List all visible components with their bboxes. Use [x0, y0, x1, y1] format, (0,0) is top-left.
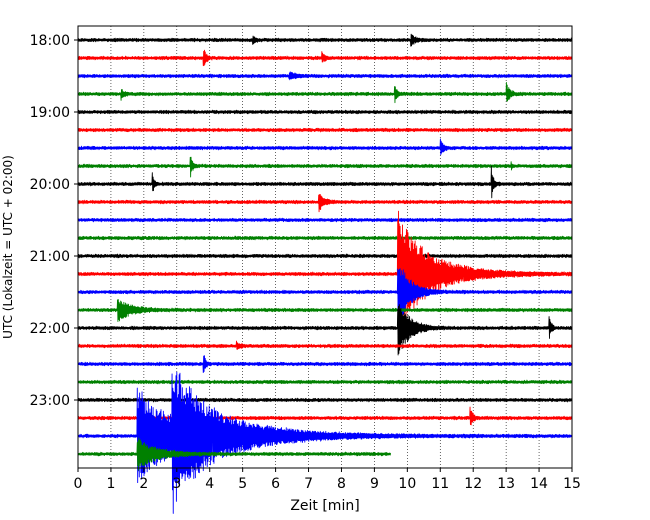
trace-row-14	[77, 268, 573, 327]
trace-row-1	[77, 49, 573, 67]
trace-row-2	[77, 71, 573, 81]
trace-row-20	[77, 397, 573, 403]
x-tick-label: 12	[464, 476, 482, 492]
x-tick-label: 11	[431, 476, 449, 492]
y-tick-label: 23:00	[30, 393, 70, 409]
trace-row-18	[77, 355, 573, 373]
trace-row-13	[77, 210, 573, 325]
trace-row-6	[77, 138, 573, 156]
plot-frame	[77, 25, 573, 469]
y-tick-label: 22:00	[30, 321, 70, 337]
trace-row-0	[77, 33, 573, 47]
trace-row-9	[77, 194, 573, 213]
x-axis-ticks: 0 1 2 3 4 5 6 7 8 9 10 11 12 13 14 15	[74, 468, 581, 492]
trace-row-11	[77, 235, 573, 241]
y-tick-label: 20:00	[30, 177, 70, 193]
x-tick-label: 0	[74, 476, 83, 492]
y-axis-label: UTC (Lokalzeit = UTC + 02:00)	[1, 155, 15, 339]
y-axis-ticks: 18:00 19:00 20:00 21:00 22:00 23:00	[30, 33, 78, 409]
x-tick-label: 2	[139, 476, 148, 492]
x-tick-label: 8	[337, 476, 346, 492]
trace-row-19	[77, 379, 573, 385]
x-tick-label: 7	[304, 476, 313, 492]
x-axis-label: Zeit [min]	[290, 498, 359, 514]
trace-row-16	[77, 304, 573, 356]
y-tick-label: 21:00	[30, 249, 70, 265]
x-tick-label: 1	[106, 476, 115, 492]
trace-row-10	[77, 217, 573, 223]
x-tick-label: 3	[172, 476, 181, 492]
x-tick-label: 15	[563, 476, 581, 492]
trace-row-23	[77, 437, 392, 471]
seismogram-traces	[77, 33, 573, 514]
trace-row-4	[77, 109, 573, 115]
trace-row-12	[77, 253, 573, 259]
y-tick-label: 18:00	[30, 33, 70, 49]
trace-row-3	[77, 82, 573, 104]
trace-row-17	[77, 340, 573, 350]
trace-row-22	[77, 371, 573, 514]
trace-row-8	[77, 165, 573, 199]
x-tick-label: 5	[238, 476, 247, 492]
trace-row-5	[77, 127, 573, 133]
x-tick-label: 13	[497, 476, 515, 492]
trace-row-7	[77, 156, 573, 178]
x-tick-label: 6	[271, 476, 280, 492]
trace-row-15	[77, 299, 573, 322]
x-tick-label: 10	[398, 476, 416, 492]
x-tick-label: 4	[205, 476, 214, 492]
x-tick-label: 14	[530, 476, 548, 492]
x-tick-label: 9	[370, 476, 379, 492]
y-tick-label: 19:00	[30, 105, 70, 121]
